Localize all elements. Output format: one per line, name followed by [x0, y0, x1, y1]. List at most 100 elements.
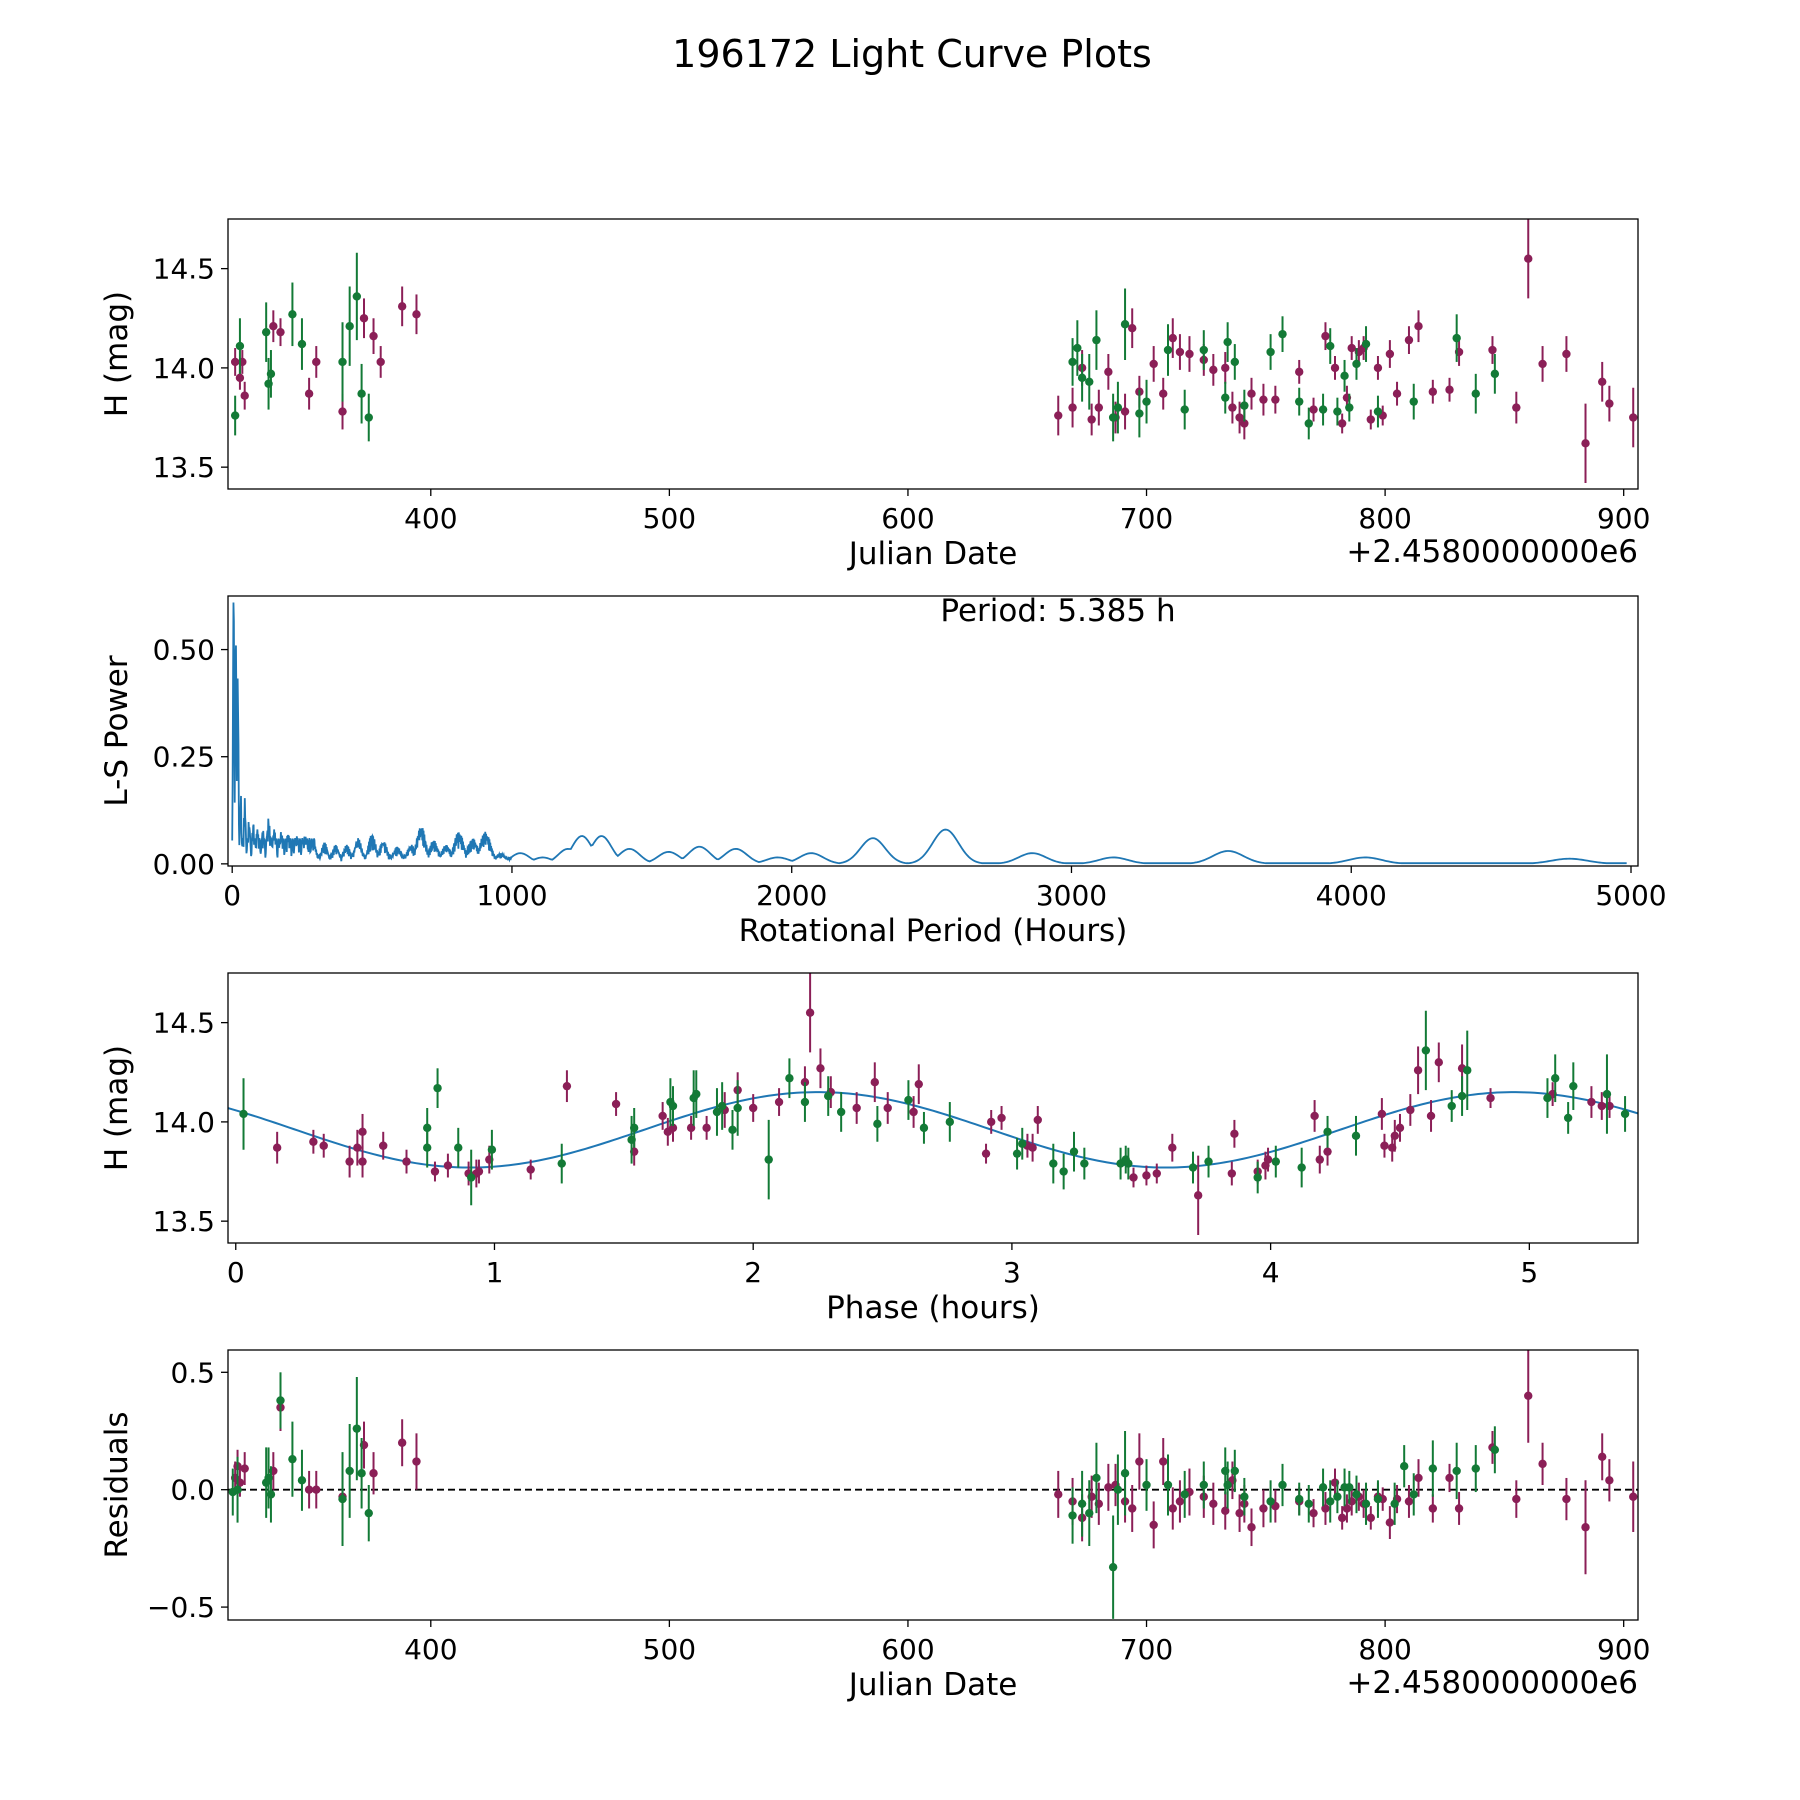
- residuals-data-point: [1247, 1523, 1256, 1532]
- light-curve-data-point: [1085, 377, 1094, 386]
- light-curve-data-point: [1068, 357, 1077, 367]
- phased-curve-data-point: [1426, 1111, 1436, 1121]
- residuals-data-point: [1428, 1504, 1438, 1513]
- light-curve-data-point: [1428, 387, 1438, 396]
- light-curve-x-tick-label: 900: [1597, 502, 1650, 535]
- light-curve-data-point: [1135, 409, 1144, 418]
- phased-curve-data-point: [785, 1074, 794, 1083]
- residuals-data-point: [1168, 1504, 1177, 1513]
- phased-curve-data-point: [474, 1167, 484, 1176]
- residuals-data-point: [1605, 1476, 1614, 1485]
- phased-curve-data-point: [1271, 1157, 1280, 1166]
- phased-curve-data-point: [1188, 1163, 1198, 1172]
- light-curve-y-tick-label: 14.0: [153, 352, 215, 385]
- light-curve-data-point: [338, 407, 347, 416]
- residuals-data-point: [1235, 1508, 1244, 1518]
- residuals-data-point: [1054, 1490, 1063, 1499]
- light-curve-data-point: [276, 327, 285, 337]
- light-curve-data-point: [1538, 359, 1547, 369]
- residuals-data-point: [240, 1464, 249, 1473]
- phased-curve-data-point: [1406, 1105, 1415, 1115]
- phased-curve-data-point: [1390, 1131, 1400, 1140]
- phased-curve-data-point: [1351, 1131, 1361, 1140]
- light-curve-data-point: [1361, 339, 1371, 349]
- phased-curve-data-point: [1227, 1169, 1237, 1178]
- phased-curve-data-point: [629, 1123, 639, 1133]
- light-curve-data-point: [1598, 377, 1607, 386]
- light-curve-data-point: [1149, 359, 1158, 369]
- phased-curve-y-axis-label: H (mag): [99, 1045, 135, 1171]
- light-curve-data-point: [1228, 403, 1237, 412]
- light-curve-x-tick-label: 800: [1358, 502, 1411, 535]
- phased-curve-data-point: [423, 1143, 432, 1152]
- phased-curve-data-point: [945, 1117, 955, 1127]
- light-curve-data-point: [1373, 363, 1383, 373]
- periodogram-x-tick-label: 3000: [1036, 879, 1107, 912]
- light-curve-data-point: [1221, 363, 1230, 373]
- phased-curve-data-point: [852, 1103, 861, 1113]
- light-curve-y-tick-label: 13.5: [153, 451, 215, 484]
- light-curve-data-point: [297, 339, 307, 349]
- periodogram-plot-area: [231, 602, 1627, 865]
- light-curve-data-point: [1404, 335, 1414, 345]
- phased-curve-data-point: [836, 1107, 846, 1117]
- phased-curve-data-point: [1124, 1159, 1133, 1168]
- phased-curve-panel: 0 1 2 3 4 5 13.5 14.0 14.5 Phase (hours) H (mag): [99, 972, 1639, 1326]
- residuals-panel: 400 500 600 700 800 900 −0.5 0.0 0.5 Julian Date R…: [99, 1349, 1650, 1703]
- phased-curve-data-point: [1395, 1123, 1405, 1133]
- phased-curve-data-point: [1447, 1101, 1456, 1111]
- phased-curve-data-point: [717, 1101, 727, 1111]
- light-curve-data-point: [1271, 395, 1280, 404]
- phased-curve-data-point: [1129, 1173, 1138, 1182]
- phased-curve-data-point: [919, 1123, 929, 1133]
- residuals-data-point: [1159, 1457, 1168, 1466]
- light-curve-data-point: [357, 389, 366, 398]
- residuals-data-point: [1230, 1466, 1240, 1476]
- phased-curve-data-point: [816, 1064, 825, 1073]
- light-curve-x-tick-label: 700: [1120, 502, 1173, 535]
- light-curve-frame: [227, 218, 1639, 490]
- phased-curve-frame: [227, 972, 1639, 1244]
- phased-curve-data-point: [309, 1137, 318, 1146]
- phased-curve-data-point: [1602, 1089, 1612, 1099]
- phased-curve-data-point: [526, 1165, 535, 1174]
- residuals-data-point: [288, 1454, 297, 1464]
- phased-curve-data-point: [1193, 1191, 1203, 1200]
- phased-curve-x-tick-label: 0: [227, 1256, 245, 1289]
- phased-curve-data-point: [1587, 1097, 1596, 1107]
- periodogram-x-tick-label: 5000: [1595, 879, 1666, 912]
- residuals-data-point: [357, 1469, 366, 1478]
- phased-curve-data-point: [319, 1141, 328, 1150]
- phased-curve-data-point: [1142, 1171, 1151, 1180]
- light-curve-plot-area: [230, 219, 1638, 484]
- residuals-data-point: [364, 1508, 373, 1518]
- light-curve-data-point: [1309, 405, 1318, 414]
- phased-curve-y-tick-label: 13.5: [153, 1205, 215, 1238]
- residuals-data-point: [1085, 1508, 1094, 1518]
- phased-curve-series-1: [272, 973, 1614, 1236]
- light-curve-data-point: [1629, 413, 1638, 422]
- phased-curve-data-point: [272, 1143, 282, 1152]
- light-curve-data-point: [1345, 403, 1354, 412]
- residuals-data-point: [1142, 1480, 1151, 1490]
- residuals-data-point: [352, 1424, 362, 1433]
- residuals-data-point: [1345, 1483, 1354, 1492]
- residuals-data-point: [1524, 1391, 1533, 1400]
- light-curve-data-point: [1278, 329, 1287, 339]
- phased-curve-plot-area: [228, 973, 1638, 1236]
- phased-curve-data-point: [1297, 1163, 1306, 1172]
- light-curve-data-point: [1326, 341, 1335, 351]
- phased-curve-data-point: [433, 1083, 442, 1093]
- residuals-x-tick-label: 700: [1120, 1633, 1173, 1666]
- light-curve-data-point: [1385, 349, 1395, 359]
- residuals-data-point: [1221, 1506, 1230, 1516]
- light-curve-data-point: [1581, 439, 1590, 448]
- light-curve-data-point: [1073, 343, 1082, 353]
- phased-curve-x-tick-label: 5: [1520, 1256, 1538, 1289]
- residuals-series-2: [228, 1372, 1500, 1619]
- light-curve-data-point: [1108, 413, 1118, 422]
- light-curve-data-point: [1488, 345, 1497, 355]
- light-curve-data-point: [364, 413, 373, 422]
- phased-curve-data-point: [239, 1109, 248, 1119]
- phased-curve-data-point: [1310, 1111, 1319, 1121]
